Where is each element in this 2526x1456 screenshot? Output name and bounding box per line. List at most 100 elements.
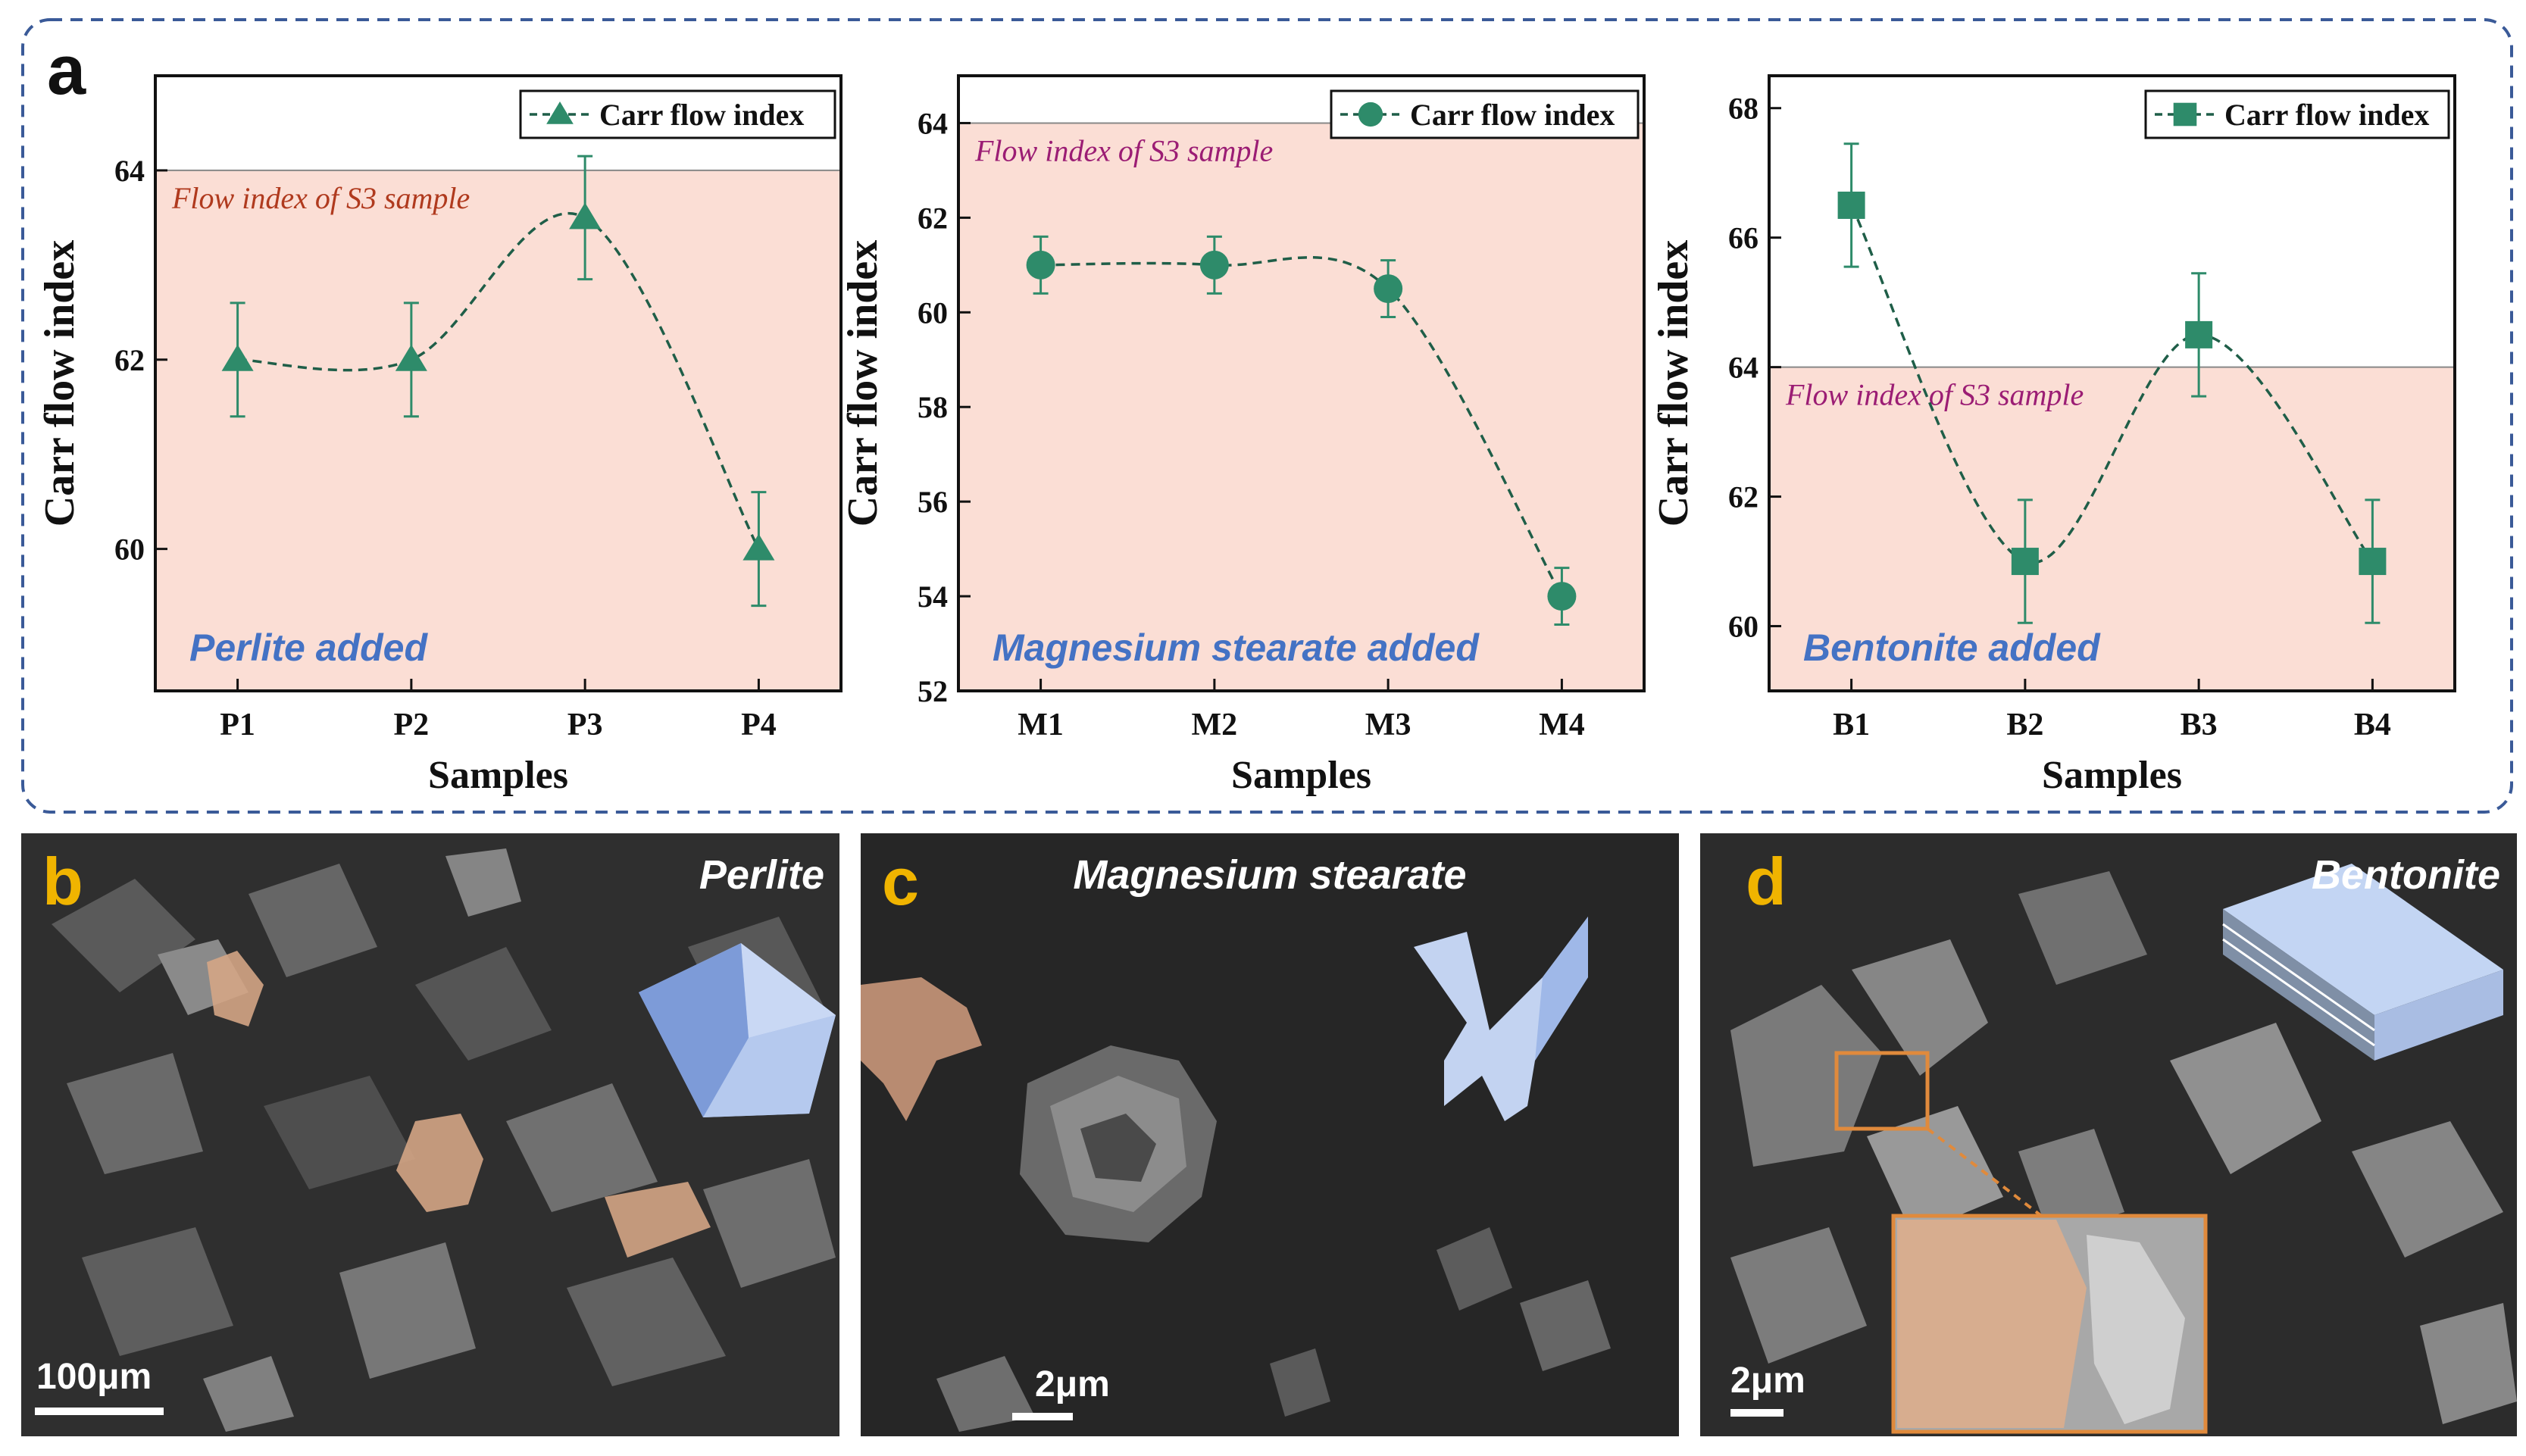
scale-bar-line — [1730, 1409, 1784, 1417]
scale-bar-label: 100μm — [36, 1357, 152, 1397]
y-tick-label: 62 — [114, 343, 145, 377]
x-tick-label: B3 — [2181, 708, 2218, 742]
x-shaped-particle-icon — [1414, 917, 1588, 1121]
x-tick-label: P4 — [741, 708, 777, 742]
panel-note: Magnesium stearate added — [993, 626, 1480, 669]
panel-a-dashed-frame — [21, 18, 2513, 814]
x-axis-label: Samples — [428, 754, 568, 797]
data-point — [1547, 582, 1577, 611]
reference-annotation: Flow index of S3 sample — [171, 181, 470, 215]
x-tick-label: M1 — [1018, 708, 1064, 742]
trend-line — [1040, 256, 1563, 597]
data-point — [569, 202, 602, 230]
plot-frame — [154, 74, 843, 692]
data-point — [2185, 320, 2213, 348]
y-tick-label: 64 — [1728, 351, 1759, 385]
legend-label: Carr flow index — [599, 98, 804, 132]
x-axis-label: Samples — [2042, 754, 2182, 797]
data-point — [1026, 250, 1055, 280]
perlite-micrograph — [21, 833, 839, 1436]
y-tick-label: 58 — [918, 390, 948, 424]
legend-label: Carr flow index — [1410, 98, 1615, 132]
x-tick-label: M4 — [1539, 708, 1585, 742]
y-axis-label: Carr flow index — [36, 240, 83, 527]
y-tick-label: 60 — [1728, 610, 1759, 644]
panel-letter-d: d — [1746, 844, 1787, 919]
sem-title-perlite: Perlite — [699, 852, 824, 898]
trend-line — [237, 211, 760, 550]
scale-bar-line — [1012, 1413, 1073, 1420]
panel-note: Bentonite added — [1803, 626, 2101, 669]
y-tick-label: 56 — [918, 485, 948, 519]
scale-bar-label: 2μm — [1035, 1364, 1110, 1404]
zoom-box-small — [1834, 1051, 1930, 1131]
perlite-highlight-particle — [396, 1114, 483, 1212]
y-tick-label: 66 — [1728, 221, 1759, 255]
y-axis-label: Carr flow index — [1650, 240, 1697, 527]
layered-sheet-icon — [2222, 864, 2503, 1061]
x-tick-label: P3 — [567, 708, 603, 742]
x-tick-label: B4 — [2354, 708, 2391, 742]
reference-band — [1769, 367, 2455, 691]
chart-1: 60 62 64 P1 P2 P3 P4 Samples Carr flow index Flow… — [36, 74, 843, 797]
panel-letter-c: c — [882, 844, 919, 919]
x-tick-label: M2 — [1192, 708, 1238, 742]
y-axis-label: Carr flow index — [839, 240, 886, 527]
sem-panel-magnesium-stearate: c Magnesium stearate 2μm — [861, 833, 1679, 1436]
plot-frame — [1768, 74, 2456, 692]
x-tick-label: B2 — [2006, 708, 2043, 742]
magnesium-stearate-micrograph — [861, 833, 1679, 1436]
sem-title-magnesium-stearate: Magnesium stearate — [1073, 852, 1467, 898]
perlite-highlight-particle — [207, 951, 264, 1026]
reference-band — [958, 123, 1644, 691]
y-tick-label: 54 — [918, 580, 948, 614]
legend-marker — [1358, 102, 1383, 127]
y-tick-label: 68 — [1728, 92, 1759, 126]
scale-bar-line — [35, 1408, 164, 1415]
data-point — [221, 344, 254, 371]
perlite-highlight-particle — [605, 1182, 711, 1258]
reference-annotation: Flow index of S3 sample — [974, 133, 1273, 167]
data-point — [2011, 548, 2039, 576]
reference-band — [155, 170, 841, 691]
data-point — [2359, 548, 2387, 576]
y-tick-label: 60 — [918, 295, 948, 330]
panel-letter-b: b — [42, 844, 83, 919]
sem-panel-perlite: b Perlite 100μm — [21, 833, 839, 1436]
data-point — [1837, 191, 1865, 219]
x-axis-label: Samples — [1231, 754, 1371, 797]
panel-a-letter: a — [47, 32, 86, 109]
data-point — [1199, 250, 1229, 280]
x-tick-label: P2 — [394, 708, 430, 742]
y-tick-label: 62 — [1728, 480, 1759, 514]
y-tick-label: 62 — [918, 201, 948, 235]
panel-a-charts: a 60 62 64 P1 P2 P3 P4 Samples Carr flow index Fl… — [21, 18, 2513, 814]
y-tick-label: 64 — [918, 106, 948, 140]
sem-panel-bentonite: d Bentonite 2μm — [1700, 833, 2517, 1436]
scale-bar-label: 2μm — [1730, 1361, 1805, 1401]
legend-marker — [546, 102, 574, 124]
data-point — [395, 344, 427, 371]
x-tick-label: P1 — [220, 708, 255, 742]
zoom-inset — [1891, 1214, 2208, 1434]
legend-label: Carr flow index — [2224, 98, 2429, 132]
data-point — [742, 533, 775, 561]
legend-marker — [2173, 102, 2197, 127]
sem-title-bentonite: Bentonite — [2312, 852, 2500, 898]
x-tick-label: B1 — [1833, 708, 1870, 742]
reference-annotation: Flow index of S3 sample — [1785, 378, 2084, 412]
bentonite-micrograph — [1700, 833, 2517, 1436]
chart-3: 60 62 64 66 68 B1 B2 B3 B4 Samples Carr flow index… — [1650, 74, 2456, 797]
y-tick-label: 64 — [114, 154, 145, 188]
chart-2: 52 54 56 58 60 62 64 M1 M2 M3 M4 Samples Carr flow i… — [839, 74, 1646, 797]
pentagon-crystal-icon — [639, 943, 836, 1117]
plot-frame — [957, 74, 1646, 692]
trend-line — [1850, 205, 2374, 564]
magnesium-stearate-highlight-particle — [861, 977, 982, 1121]
panel-note: Perlite added — [189, 626, 428, 669]
y-tick-label: 52 — [918, 674, 948, 708]
data-point — [1374, 274, 1403, 304]
y-tick-label: 60 — [114, 533, 145, 567]
x-tick-label: M3 — [1365, 708, 1411, 742]
